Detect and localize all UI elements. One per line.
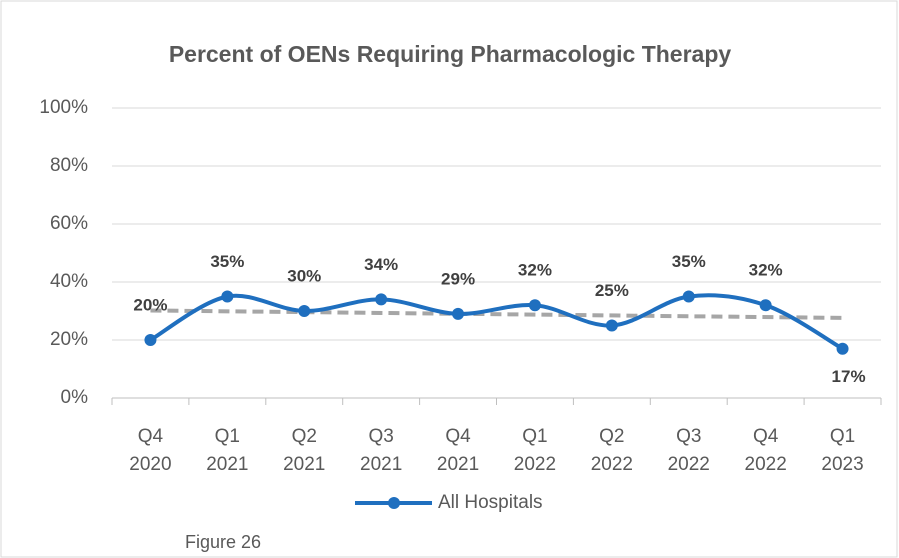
legend-marker <box>388 497 400 509</box>
data-point <box>682 290 695 303</box>
legend-label: All Hospitals <box>438 492 543 513</box>
x-tick-label: Q2 2022 <box>591 426 633 475</box>
data-point <box>298 305 311 317</box>
data-label: 17% <box>832 367 866 386</box>
caption: Figure 26 <box>185 532 261 552</box>
x-tick-label: Q4 2021 <box>437 426 479 475</box>
data-label: 32% <box>518 261 552 280</box>
data-label: 29% <box>441 269 475 288</box>
x-tick-label: Q1 2023 <box>821 426 863 475</box>
x-tick-label: Q1 2021 <box>206 426 248 475</box>
data-point <box>836 342 849 355</box>
data-point <box>221 290 234 303</box>
data-label: 34% <box>364 255 398 274</box>
trendline <box>150 308 843 320</box>
y-tick-label: 60% <box>50 213 88 234</box>
x-tick-label: Q2 2021 <box>283 426 325 475</box>
data-label: 35% <box>210 252 244 271</box>
x-tick-label: Q3 2021 <box>360 426 402 475</box>
x-tick-label: Q4 2020 <box>129 426 171 475</box>
data-label: 35% <box>672 252 706 271</box>
data-point <box>759 299 772 312</box>
y-tick-label: 20% <box>50 329 88 350</box>
data-label: 20% <box>133 295 167 314</box>
y-tick-label: 40% <box>50 271 88 292</box>
chart-title: Percent of OENs Requiring Pharmacologic … <box>169 41 732 67</box>
data-point <box>144 334 157 346</box>
x-tick-label: Q4 2022 <box>745 426 787 475</box>
data-label: 25% <box>595 281 629 300</box>
y-tick-label: 80% <box>50 155 88 176</box>
data-point <box>528 299 541 312</box>
x-tick-label: Q3 2022 <box>668 426 710 475</box>
data-point <box>452 307 465 320</box>
x-tick-label: Q1 2022 <box>514 426 556 475</box>
y-tick-label: 100% <box>39 97 88 118</box>
data-point <box>375 293 388 306</box>
series-line <box>149 293 844 351</box>
data-label: 32% <box>749 261 783 280</box>
data-point <box>605 319 618 332</box>
data-label: 30% <box>287 266 321 285</box>
y-tick-label: 0% <box>61 387 89 408</box>
